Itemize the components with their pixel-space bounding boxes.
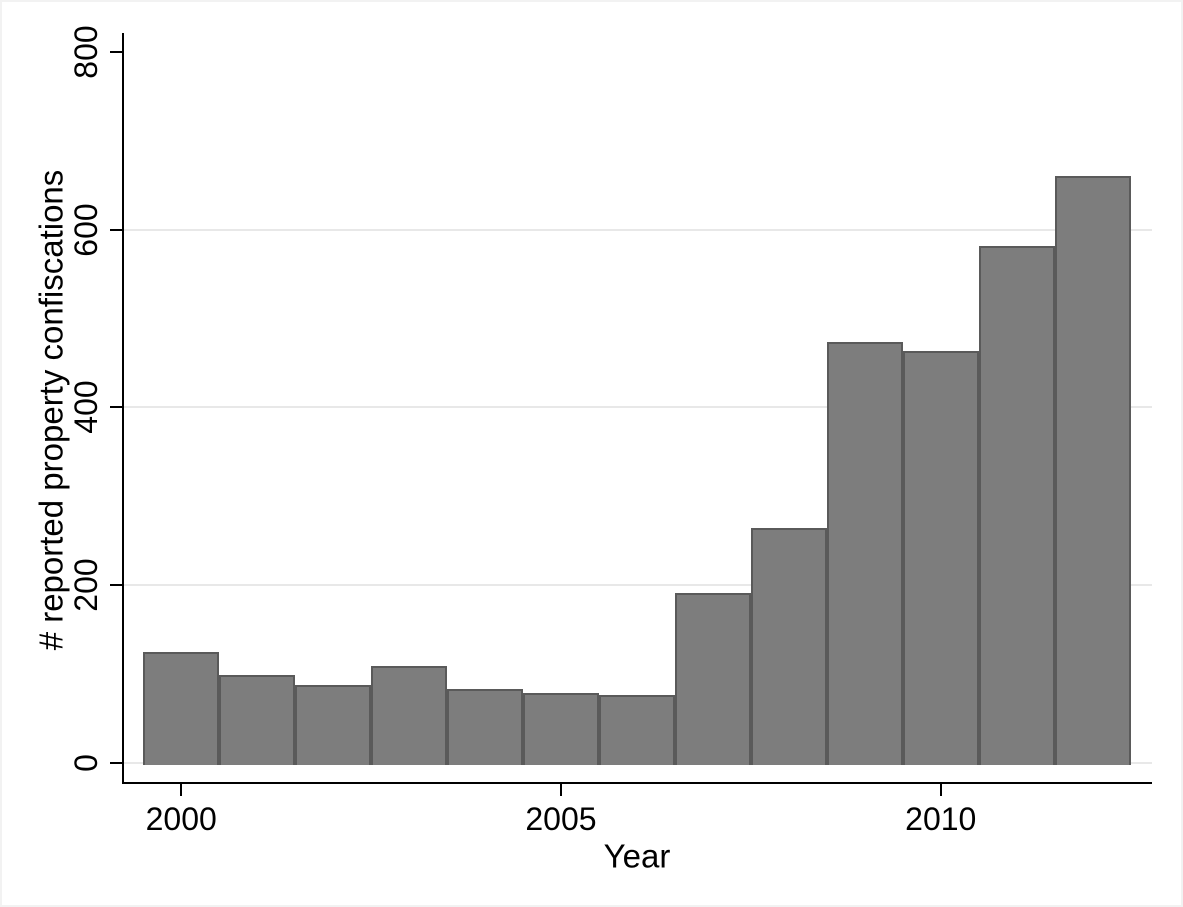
histogram-bar-2008: [750, 528, 827, 765]
x-tick-2010: [939, 784, 942, 796]
gridline-y-600: [123, 228, 1152, 231]
y-tick-200: [110, 584, 123, 587]
y-tick-600: [110, 228, 123, 231]
histogram-bar-2012: [1054, 176, 1131, 765]
histogram-bar-2004: [447, 688, 524, 765]
y-axis-line: [122, 33, 124, 784]
histogram-bar-2009: [826, 341, 903, 765]
histogram-bar-2005: [522, 693, 599, 765]
y-tick-400: [110, 406, 123, 409]
histogram-bar-2002: [295, 685, 372, 765]
x-axis-title: Year: [603, 837, 671, 875]
y-tick-label-200: 200: [68, 558, 104, 612]
histogram-bar-2011: [978, 245, 1055, 765]
x-axis-line: [122, 782, 1152, 784]
histogram-bar-2006: [598, 695, 675, 765]
y-tick-0: [110, 761, 123, 764]
y-tick-label-600: 600: [68, 202, 104, 257]
histogram-bar-2000: [143, 651, 220, 765]
gridline-y-400: [123, 406, 1152, 409]
y-tick-label-0: 0: [68, 753, 104, 772]
x-tick-label-2005: 2005: [525, 801, 597, 837]
y-tick-800: [110, 51, 123, 53]
x-tick-label-2010: 2010: [905, 801, 977, 837]
histogram-bar-2001: [219, 674, 296, 765]
histogram-bar-2003: [371, 665, 448, 765]
y-tick-label-400: 400: [68, 380, 104, 435]
histogram-bar-2007: [674, 593, 751, 765]
gridline-y-200: [123, 584, 1152, 587]
x-tick-2005: [559, 784, 562, 796]
x-tick-2000: [180, 784, 183, 796]
x-tick-label-2000: 2000: [145, 801, 217, 837]
histogram-bar-2010: [902, 351, 979, 765]
y-tick-label-800: 800: [68, 25, 104, 79]
